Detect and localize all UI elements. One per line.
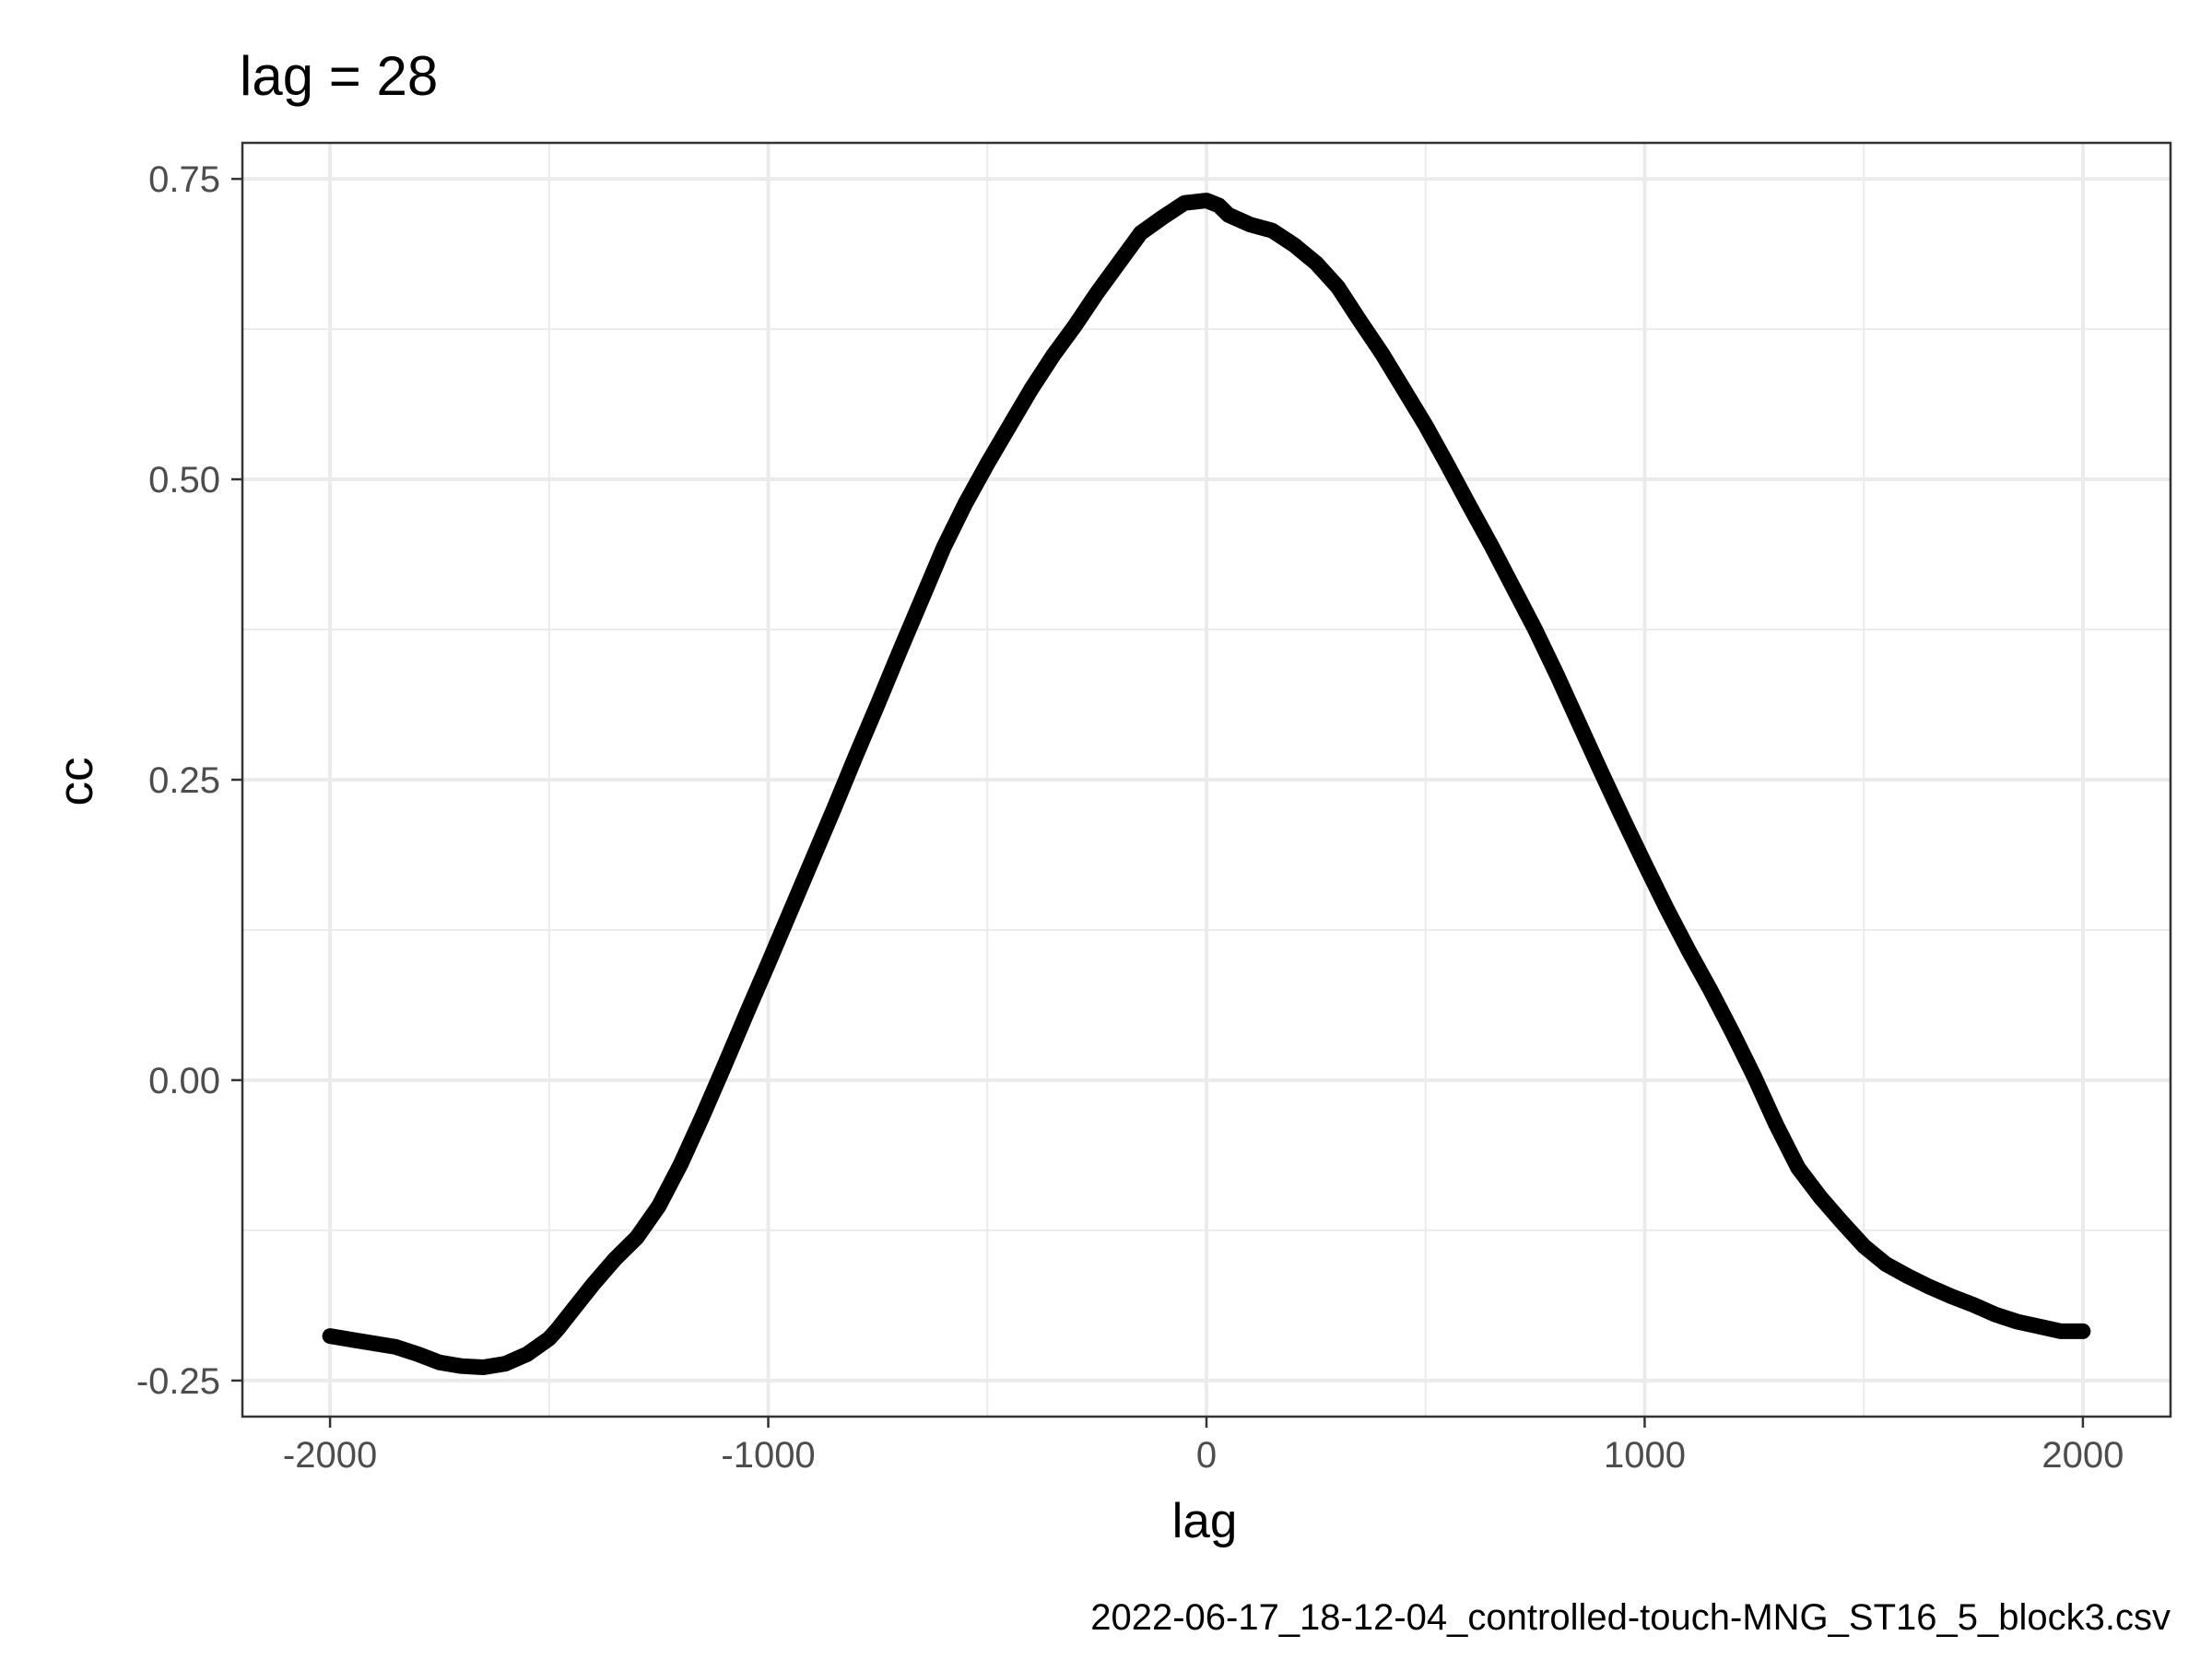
series-line-0 — [322, 193, 2091, 1375]
x-tick-label: 2000 — [2041, 1435, 2124, 1476]
y-tick-label: 0.25 — [148, 760, 220, 801]
x-tick-label: 1000 — [1604, 1435, 1686, 1476]
y-tick-label: 0.75 — [148, 159, 220, 200]
y-axis-label: cc — [49, 758, 103, 806]
x-axis-label: lag — [1172, 1494, 1238, 1548]
tick-labels: -2000 -1000 0 1000 2000 -0.25 0.00 0.25 0.50 0.75 — [136, 159, 2124, 1476]
x-tick-label: -1000 — [721, 1435, 815, 1476]
caption: 2022-06-17_18-12-04_controlled-touch-MNG… — [1090, 1597, 2171, 1638]
series-layer — [322, 193, 2091, 1375]
axis-ticks — [231, 177, 2085, 1428]
chart-title: lag = 28 — [240, 45, 438, 107]
y-tick-label: 0.00 — [148, 1061, 220, 1101]
y-tick-label: -0.25 — [136, 1361, 220, 1402]
y-tick-label: 0.50 — [148, 460, 220, 500]
major-gridlines — [242, 143, 2171, 1417]
x-tick-label: -2000 — [283, 1435, 377, 1476]
x-tick-label: 0 — [1196, 1435, 1217, 1476]
